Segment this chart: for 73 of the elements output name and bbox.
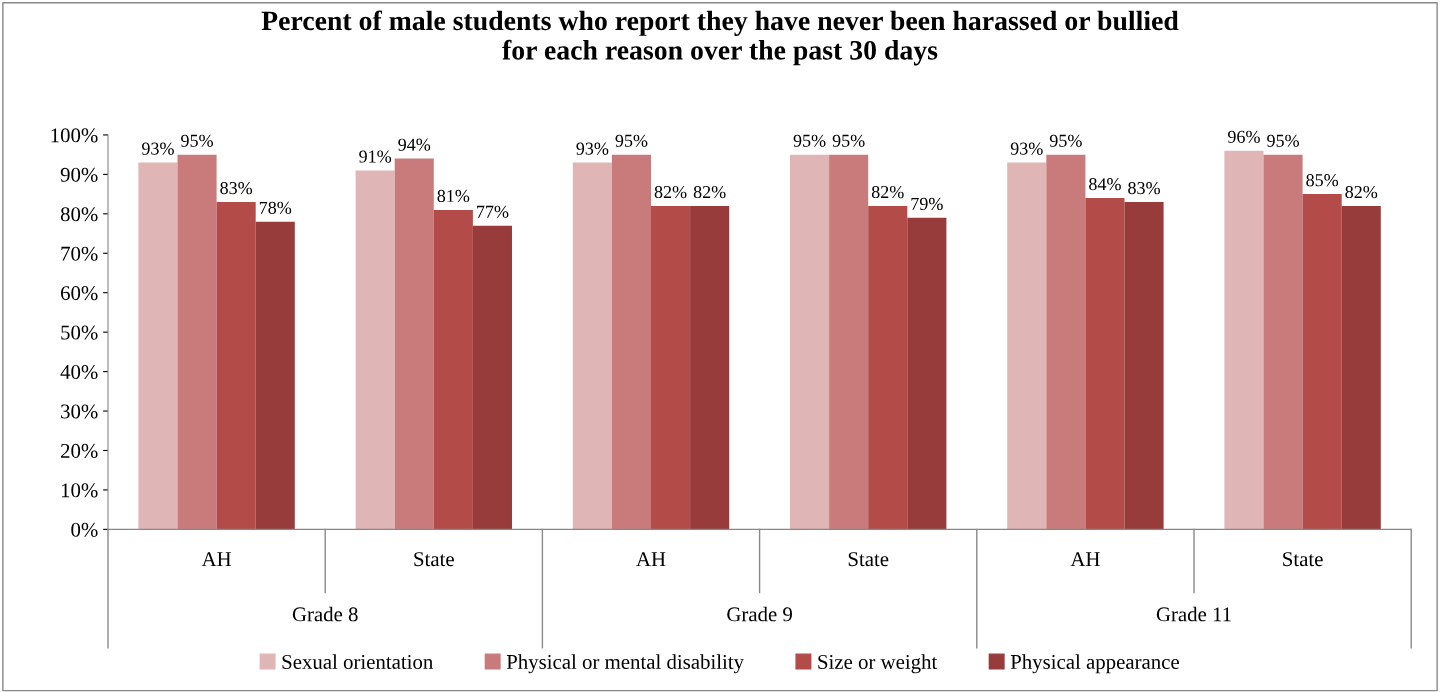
- y-tick-label: 100%: [51, 128, 98, 143]
- chart-title: Percent of male students who report they have never been harassed or bullied for each reason over the past 30 days: [261, 10, 1179, 66]
- y-tick-label: 30%: [61, 404, 98, 419]
- data-label: 95%: [1267, 134, 1299, 147]
- bar: [907, 217, 947, 530]
- y-tick-label: 90%: [60, 167, 98, 182]
- bar: [1263, 154, 1303, 530]
- data-label: 77%: [477, 205, 509, 218]
- data-label: 84%: [1089, 178, 1121, 191]
- y-tick-label: 60%: [60, 286, 98, 301]
- data-label: 93%: [141, 142, 174, 155]
- data-label: 82%: [871, 185, 904, 199]
- bar: [1085, 198, 1125, 530]
- data-label: 79%: [911, 197, 943, 210]
- bar: [829, 154, 869, 530]
- legend-label: Physical or mental disability: [506, 654, 744, 674]
- data-label: 95%: [832, 134, 865, 147]
- bar: [790, 154, 830, 530]
- y-tick-label: 10%: [61, 483, 98, 498]
- legend-label: Sexual orientation: [282, 654, 433, 669]
- data-label: 83%: [1128, 181, 1160, 195]
- bar: [1224, 150, 1264, 530]
- legend-label: Size or weight: [818, 654, 938, 674]
- legend-label: Physical appearance: [1010, 654, 1179, 674]
- data-label: 93%: [1010, 142, 1043, 155]
- data-label: 82%: [654, 185, 687, 199]
- data-label: 95%: [1049, 134, 1082, 147]
- bar: [355, 170, 395, 530]
- y-tick-label: 40%: [60, 364, 98, 380]
- bar: [394, 158, 434, 530]
- bar: [572, 162, 612, 530]
- bar: [255, 221, 295, 530]
- bar: [472, 225, 512, 530]
- x-tick-label: State: [1283, 552, 1323, 567]
- y-tick-label: 80%: [60, 207, 98, 222]
- bar: [651, 205, 691, 530]
- bar: [1046, 154, 1086, 530]
- bar: [1007, 162, 1047, 530]
- data-label: 83%: [220, 181, 253, 195]
- x-tick-label: State: [414, 552, 454, 567]
- text: Grade 8: [292, 606, 358, 622]
- data-label: 95%: [181, 134, 213, 147]
- x-tick-label: AH: [1070, 552, 1100, 566]
- bar: [1302, 194, 1342, 530]
- data-label: 85%: [1306, 174, 1339, 187]
- y-tick-label: 50%: [61, 325, 98, 340]
- y-tick-label: 20%: [61, 443, 98, 458]
- bar: [690, 205, 730, 530]
- data-label: 78%: [259, 201, 292, 214]
- x-tick-label: AH: [636, 552, 666, 566]
- data-label: 82%: [693, 185, 726, 199]
- text: Grade 9: [727, 606, 793, 622]
- bar: [216, 201, 256, 530]
- bar: [611, 154, 651, 530]
- data-label: 82%: [1345, 185, 1378, 199]
- bar: [433, 209, 473, 530]
- x-tick-label: State: [848, 552, 889, 567]
- data-label: 95%: [793, 134, 826, 147]
- y-tick-label: 0%: [71, 522, 98, 537]
- bar: [1124, 201, 1164, 530]
- text: Grade 11: [1156, 606, 1231, 622]
- data-label: 95%: [615, 134, 648, 147]
- y-tick-label: 70%: [61, 246, 98, 261]
- bar: [177, 154, 217, 530]
- data-label: 91%: [359, 150, 392, 163]
- data-label: 94%: [398, 138, 431, 151]
- bar: [138, 162, 178, 530]
- data-label: 93%: [576, 142, 609, 155]
- x-tick-label: AH: [201, 552, 232, 566]
- data-label: 96%: [1227, 130, 1260, 143]
- data-label: 81%: [437, 189, 470, 203]
- bar: [1341, 205, 1381, 530]
- bar: [868, 205, 908, 530]
